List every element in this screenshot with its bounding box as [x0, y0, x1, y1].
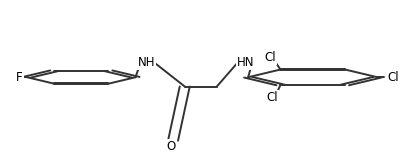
Text: Cl: Cl: [266, 91, 278, 104]
Text: F: F: [16, 71, 23, 84]
Text: O: O: [166, 140, 176, 153]
Text: HN: HN: [236, 56, 254, 69]
Text: Cl: Cl: [264, 51, 276, 64]
Text: NH: NH: [138, 56, 156, 69]
Text: Cl: Cl: [387, 71, 399, 84]
